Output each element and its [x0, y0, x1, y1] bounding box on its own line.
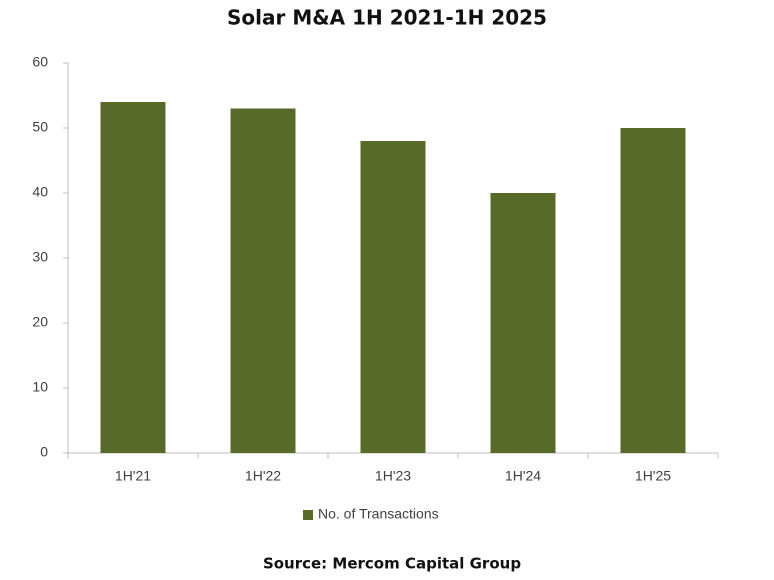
bar	[360, 141, 426, 453]
x-tick-label: 1H'23	[375, 468, 411, 484]
x-tick-label: 1H'22	[245, 468, 281, 484]
x-tick-label: 1H'21	[115, 468, 151, 484]
legend-label: No. of Transactions	[318, 506, 439, 522]
y-tick-label: 50	[32, 119, 48, 135]
bar	[230, 108, 296, 453]
y-tick-label: 30	[32, 249, 48, 265]
y-tick-label: 20	[32, 314, 48, 330]
bar	[490, 193, 556, 453]
bar	[620, 128, 686, 453]
y-tick-label: 0	[40, 444, 48, 460]
legend-swatch	[303, 510, 313, 520]
bar	[100, 102, 166, 453]
source-note: Source: Mercom Capital Group	[263, 555, 521, 573]
y-tick-label: 60	[32, 54, 48, 70]
x-tick-label: 1H'24	[505, 468, 541, 484]
x-tick-label: 1H'25	[635, 468, 671, 484]
chart-title: Solar M&A 1H 2021-1H 2025	[227, 6, 547, 30]
y-tick-label: 40	[32, 184, 48, 200]
y-tick-label: 10	[32, 379, 48, 395]
